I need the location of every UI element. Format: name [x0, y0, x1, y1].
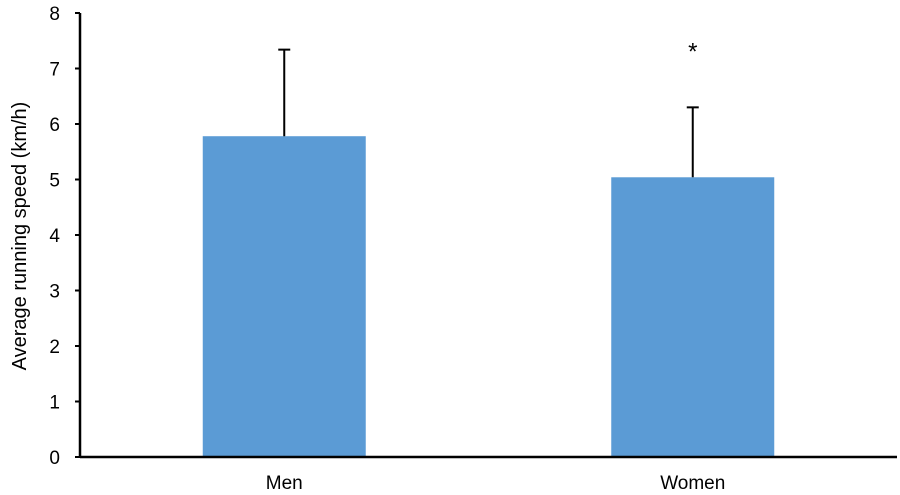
bar-women [611, 177, 775, 457]
y-tick-label: 2 [49, 337, 60, 358]
labels-layer: Men Women * 0 1 2 3 4 5 6 7 8 [49, 4, 725, 494]
y-tick-label: 6 [49, 115, 60, 136]
y-axis-title: Average running speed (km/h) [9, 102, 31, 371]
error-bars-layer [278, 48, 699, 178]
bar-men [202, 136, 366, 457]
bars-layer [202, 136, 775, 457]
y-tick-label: 7 [49, 60, 60, 81]
y-tick-label: 1 [49, 393, 60, 414]
x-tick-label-women: Women [660, 473, 725, 494]
y-tick-label: 4 [49, 226, 60, 247]
y-tick-label: 0 [49, 448, 60, 469]
y-tick-label: 5 [49, 171, 60, 192]
axes-layer [75, 12, 897, 459]
significance-annotation: * [688, 38, 697, 65]
y-tick-label: 3 [49, 282, 60, 303]
x-tick-label-men: Men [266, 473, 303, 494]
y-tick-label: 8 [49, 4, 60, 25]
